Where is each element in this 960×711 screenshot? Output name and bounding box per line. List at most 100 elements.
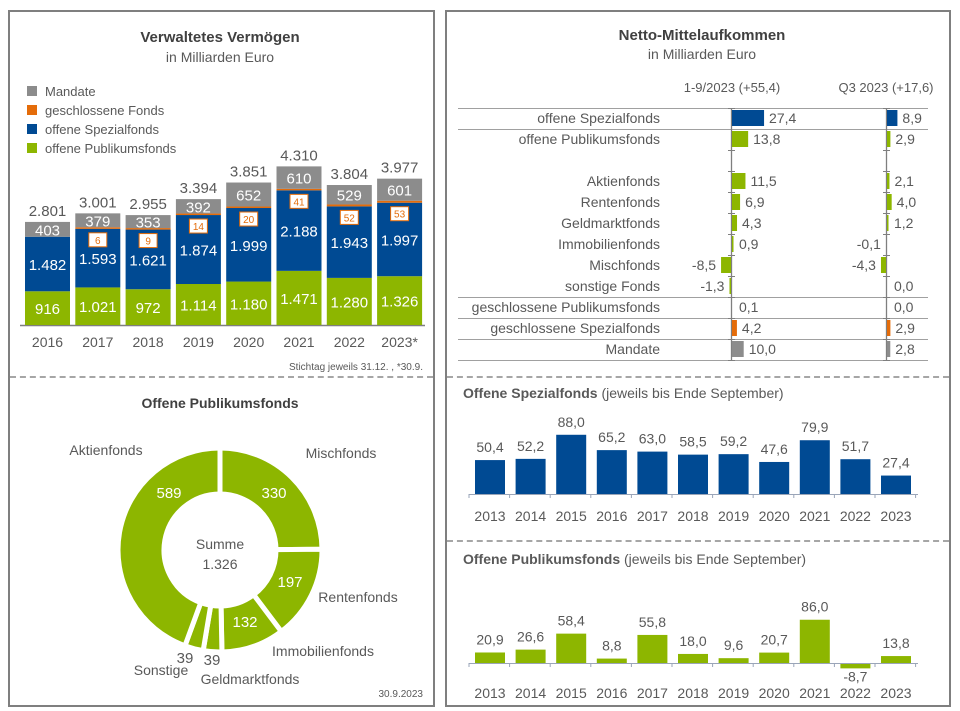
bar-label: 403 bbox=[35, 222, 60, 239]
donut-slice-value: 330 bbox=[261, 485, 286, 502]
geschlossene-label-box bbox=[188, 218, 208, 234]
x-tick-label: 2016 bbox=[596, 508, 627, 524]
x-tick-label: 2017 bbox=[637, 508, 668, 524]
bar-label: 610 bbox=[286, 171, 311, 188]
x-tick-label: 2019 bbox=[718, 508, 749, 524]
bar-segment-publikums bbox=[75, 287, 121, 325]
bar-value-label: 52,2 bbox=[517, 438, 544, 454]
bar-segment-mandate bbox=[175, 199, 221, 214]
legend-label: offene Publikumsfonds bbox=[45, 141, 177, 156]
history-bar bbox=[475, 652, 505, 663]
donut-slice-value: 39 bbox=[204, 652, 221, 669]
bar-value-label: 8,8 bbox=[602, 638, 622, 654]
x-tick-label: 2023 bbox=[880, 508, 911, 524]
geschlossene-label-box bbox=[390, 206, 410, 222]
bar-value-label: 13,8 bbox=[882, 635, 909, 651]
history-bar bbox=[637, 634, 668, 663]
row-label: Mandate bbox=[606, 341, 661, 357]
netto-bar bbox=[732, 320, 737, 336]
bar-segment-publikums bbox=[377, 276, 423, 325]
x-tick-label: 2021 bbox=[799, 685, 830, 701]
x-tick-label: 2021 bbox=[799, 508, 830, 524]
bar-value-label: 26,6 bbox=[517, 629, 544, 645]
netto-value-label: 4,0 bbox=[897, 194, 917, 210]
netto-value-label: 2,8 bbox=[895, 341, 915, 357]
netto-value-label: 0,9 bbox=[739, 236, 759, 252]
x-tick-label: 2015 bbox=[556, 508, 587, 524]
x-tick-label: 2018 bbox=[133, 334, 164, 350]
geschlossene-label-box bbox=[138, 233, 158, 249]
bar-label: 1.471 bbox=[280, 291, 318, 308]
history-bar bbox=[840, 459, 871, 494]
bar-value-label: 9,6 bbox=[724, 637, 744, 653]
bar-label-geschlossene: 41 bbox=[293, 197, 305, 208]
history-bar bbox=[799, 619, 830, 663]
bar-segment-spezial bbox=[25, 236, 70, 292]
donut-slice-value: 197 bbox=[277, 574, 302, 591]
history-bar bbox=[596, 450, 627, 494]
donut-center-label: Summe bbox=[196, 536, 244, 552]
history-bar bbox=[718, 454, 749, 494]
legend-label: offene Spezialfonds bbox=[45, 122, 159, 137]
row-label: offene Spezialfonds bbox=[537, 110, 660, 126]
donut-slice-name: Sonstige bbox=[134, 662, 189, 678]
bar-value-label: 58,5 bbox=[679, 434, 706, 450]
bar-value-label: 50,4 bbox=[476, 439, 503, 455]
divider bbox=[447, 376, 949, 378]
bar-label-geschlossene: 53 bbox=[394, 210, 406, 221]
bar-label-geschlossene: 14 bbox=[193, 222, 205, 233]
bar-segment-publikums bbox=[326, 277, 372, 325]
bar-value-label: 88,0 bbox=[558, 414, 585, 430]
x-tick-label: 2019 bbox=[718, 685, 749, 701]
bar-label: 529 bbox=[337, 188, 362, 205]
x-tick-label: 2014 bbox=[515, 508, 546, 524]
chart-title: Netto-Mittelaufkommen bbox=[619, 27, 786, 44]
chart-footnote: 30.9.2023 bbox=[379, 689, 424, 700]
donut-slice-value: 39 bbox=[177, 650, 194, 667]
bar-value-label: 27,4 bbox=[882, 455, 909, 471]
history-bar bbox=[515, 649, 546, 663]
netto-bar bbox=[732, 215, 738, 231]
geschlossene-label-box bbox=[88, 232, 108, 248]
x-tick-label: 2017 bbox=[82, 334, 113, 350]
chart-title: Offene Publikumsfonds bbox=[141, 395, 298, 411]
x-tick-label: 2018 bbox=[677, 685, 708, 701]
x-tick-label: 2023* bbox=[381, 334, 418, 350]
history-bar bbox=[840, 664, 871, 669]
donut-slice-name: Aktienfonds bbox=[69, 442, 142, 458]
x-tick-label: 2022 bbox=[840, 508, 871, 524]
netto-value-label: 0,0 bbox=[894, 278, 914, 294]
bar-label: 1.280 bbox=[331, 294, 369, 311]
bar-segment-geschlossene bbox=[226, 206, 272, 209]
row-label: Rentenfonds bbox=[581, 194, 660, 210]
netto-value-label: 11,5 bbox=[750, 173, 776, 189]
bar-segment-publikums bbox=[25, 291, 70, 325]
bar-label: 916 bbox=[35, 301, 60, 318]
netto-value-label: 2,9 bbox=[895, 320, 915, 336]
bar-segment-mandate bbox=[377, 178, 423, 201]
chart-title-bold: Offene Spezialfonds bbox=[463, 385, 598, 401]
bar-segment-mandate bbox=[75, 213, 121, 228]
bar-value-label: 18,0 bbox=[679, 633, 706, 649]
bar-value-label: 58,4 bbox=[558, 613, 585, 629]
bar-total-label: 2.955 bbox=[129, 196, 167, 213]
bar-segment-geschlossene bbox=[377, 200, 423, 203]
netto-bar bbox=[721, 257, 731, 273]
bar-label: 379 bbox=[85, 213, 110, 230]
chart-title: Offene Spezialfonds (jeweils bis Ende Se… bbox=[463, 385, 784, 401]
bar-total-label: 3.394 bbox=[180, 180, 218, 197]
column-header: Q3 2023 (+17,6) bbox=[838, 80, 933, 95]
chart-subtitle: in Milliarden Euro bbox=[648, 46, 756, 62]
bar-segment-publikums bbox=[125, 289, 171, 325]
netto-value-label: 10,0 bbox=[749, 341, 776, 357]
row-label: Geldmarktfonds bbox=[561, 215, 660, 231]
donut-slice-aktienfonds bbox=[115, 445, 223, 650]
donut-slice-value: 132 bbox=[232, 614, 257, 631]
bar-label: 972 bbox=[136, 300, 161, 317]
bar-label: 1.180 bbox=[230, 296, 268, 313]
x-tick-label: 2020 bbox=[759, 508, 790, 524]
legend-label: Mandate bbox=[45, 84, 96, 99]
chart-footnote: Stichtag jeweils 31.12. , *30.9. bbox=[289, 362, 423, 373]
row-label: geschlossene Spezialfonds bbox=[490, 320, 660, 336]
row-label: sonstige Fonds bbox=[565, 278, 660, 294]
